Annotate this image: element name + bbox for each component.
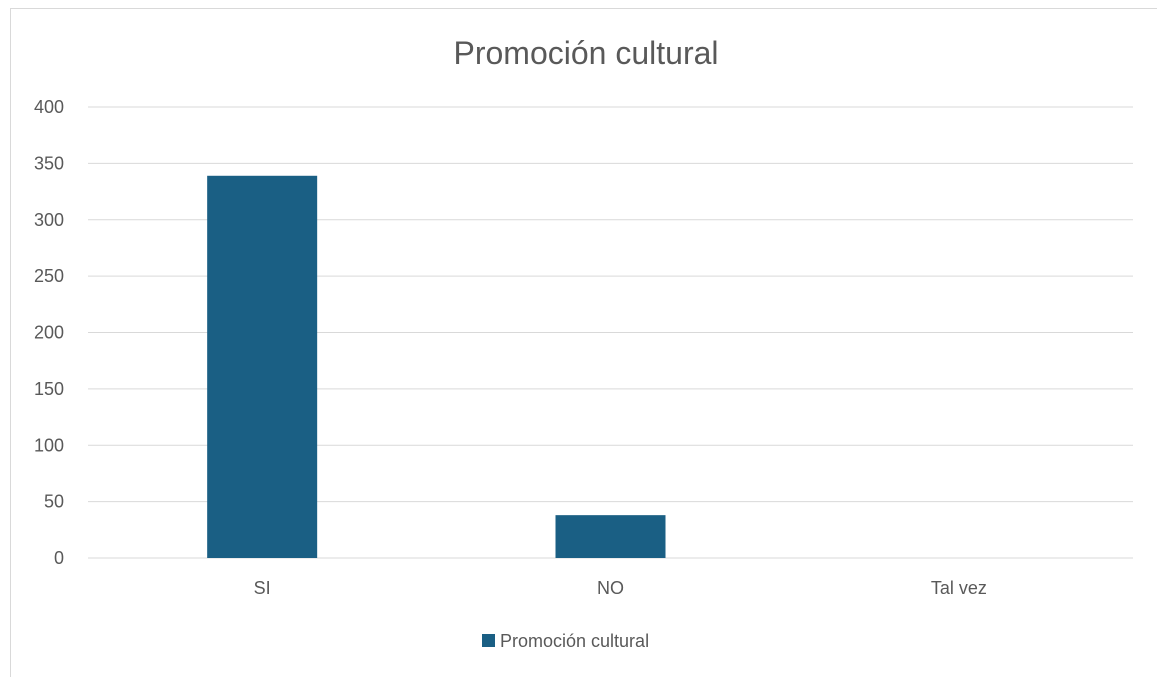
y-tick-label: 250	[34, 266, 64, 286]
legend-swatch	[482, 634, 495, 647]
y-tick-label: 0	[54, 548, 64, 568]
y-tick-label: 100	[34, 435, 64, 455]
chart-title: Promoción cultural	[454, 35, 719, 71]
y-tick-label: 150	[34, 379, 64, 399]
x-axis-category-labels: SI NO Tal vez	[254, 578, 987, 598]
y-tick-label: 50	[44, 492, 64, 512]
bars	[207, 175, 666, 558]
bar-no	[555, 515, 666, 558]
legend: Promoción cultural	[482, 631, 649, 651]
x-category-label: SI	[254, 578, 271, 598]
y-tick-label: 300	[34, 210, 64, 230]
legend-label: Promoción cultural	[500, 631, 649, 651]
y-tick-label: 200	[34, 323, 64, 343]
x-category-label: Tal vez	[931, 578, 987, 598]
y-axis-tick-labels: 0 50 100 150 200 250 300 350 400	[34, 97, 64, 568]
bar-si	[207, 175, 318, 558]
x-category-label: NO	[597, 578, 624, 598]
y-tick-label: 400	[34, 97, 64, 117]
y-tick-label: 350	[34, 153, 64, 173]
chart-frame	[10, 8, 1157, 677]
